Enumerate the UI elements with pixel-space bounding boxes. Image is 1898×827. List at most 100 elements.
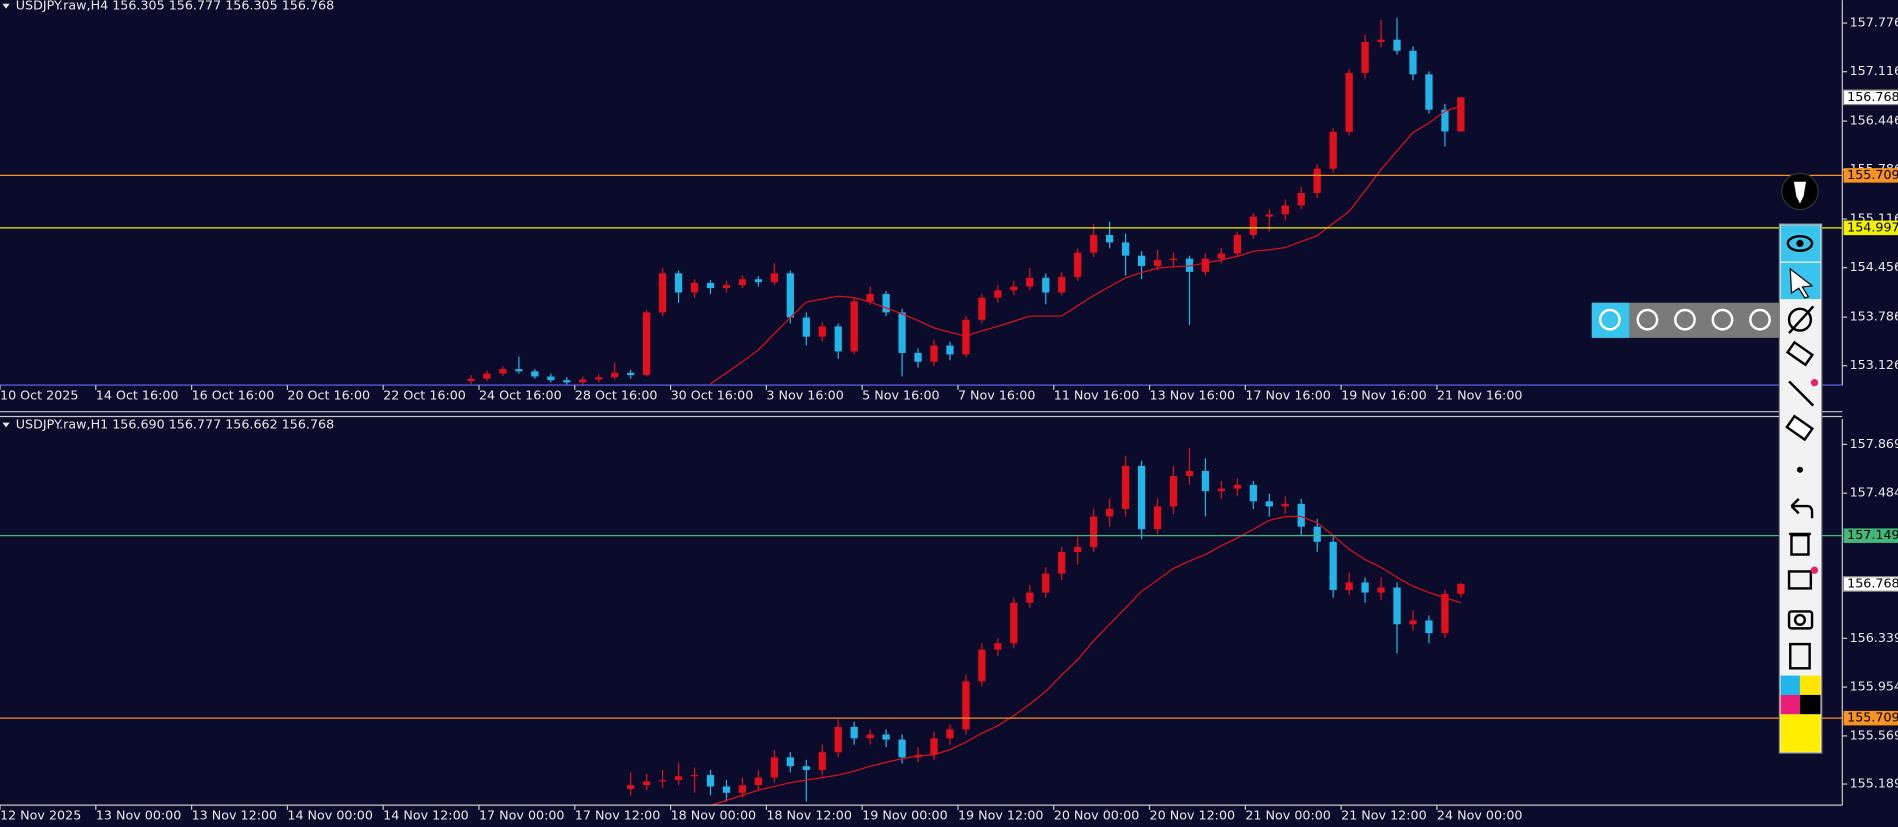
candle-body <box>499 369 507 374</box>
badge <box>1810 566 1819 574</box>
snap-3-button[interactable] <box>1711 308 1734 331</box>
candle-body <box>1265 214 1273 217</box>
color-black[interactable] <box>1799 694 1821 715</box>
candle-body <box>1106 235 1114 243</box>
candle-body <box>1377 587 1385 593</box>
candle-body <box>1393 587 1401 625</box>
level-tag <box>1843 168 1898 183</box>
candle-body <box>1409 620 1417 625</box>
candle-body <box>1074 252 1082 278</box>
level-tag-label: 154.997 <box>1847 219 1898 234</box>
candle-body <box>1169 258 1178 261</box>
candle-body <box>882 734 890 740</box>
toolbar-panel <box>1778 223 1823 754</box>
candle-body <box>1121 242 1130 256</box>
candle-body <box>994 290 1002 298</box>
x-tick-label: 11 Nov 16:00 <box>1054 387 1140 402</box>
candle-body <box>994 643 1002 650</box>
price-tag <box>1842 89 1898 106</box>
candle-body <box>946 729 954 739</box>
x-tick-label: 24 Oct 16:00 <box>479 387 562 402</box>
y-tick-label: 157.116 <box>1850 63 1898 78</box>
candle-body <box>1185 258 1194 272</box>
y-tick-label: 153.126 <box>1850 357 1898 372</box>
moving-average <box>710 515 1462 806</box>
x-tick-label: 19 Nov 00:00 <box>862 807 948 822</box>
candle-body <box>531 371 539 377</box>
cursor-icon <box>1789 267 1814 299</box>
candle-body <box>898 312 906 353</box>
candle-body <box>834 726 842 753</box>
y-tick-label: 155.954 <box>1850 679 1898 694</box>
candle-body <box>547 376 555 381</box>
candle-body <box>1201 258 1210 272</box>
snap-4-button[interactable] <box>1749 308 1771 331</box>
dot-button[interactable] <box>1796 466 1803 473</box>
badge <box>1810 379 1819 387</box>
chart-title: USDJPY.raw,H1 156.690 156.777 156.662 15… <box>16 416 334 431</box>
level-tag <box>1843 220 1898 236</box>
candle-body <box>1042 573 1050 593</box>
eraser-button[interactable] <box>1785 414 1815 442</box>
x-tick-label: 20 Nov 12:00 <box>1150 807 1236 822</box>
magnet-button[interactable] <box>1787 307 1813 332</box>
x-tick-label: 20 Oct 16:00 <box>287 387 370 402</box>
undo-button[interactable] <box>1790 497 1814 519</box>
y-tick-label: 153.786 <box>1850 309 1898 324</box>
x-tick-label: 12 Nov 2025 <box>0 807 81 822</box>
candle-body <box>658 780 667 782</box>
eye-pupil <box>1796 239 1804 248</box>
candle-body <box>674 273 683 293</box>
snap-2-button[interactable] <box>1674 308 1696 331</box>
snap-off-button[interactable] <box>1591 302 1630 338</box>
candle-body <box>754 279 763 283</box>
moving-average <box>710 105 1462 385</box>
candle-body <box>1361 582 1369 593</box>
level-tag <box>1843 710 1898 726</box>
screenshot-button[interactable] <box>1787 610 1814 630</box>
candle-body <box>1058 277 1066 293</box>
x-tick-label: 3 Nov 16:00 <box>766 387 843 402</box>
candle-body <box>1121 465 1130 509</box>
price-tag <box>1842 576 1898 592</box>
candle-body <box>946 345 954 355</box>
clipboard-button[interactable] <box>1789 642 1811 670</box>
color-magenta[interactable] <box>1780 694 1800 715</box>
candle-body <box>1217 253 1226 259</box>
candle-body <box>802 317 810 337</box>
color-yellow[interactable] <box>1799 675 1821 695</box>
candle-body <box>866 293 874 302</box>
ruler-button[interactable] <box>1785 340 1815 367</box>
candle-body <box>1457 97 1465 132</box>
candle-body <box>1425 620 1433 634</box>
x-tick-label: 16 Oct 16:00 <box>192 387 275 402</box>
current-color[interactable] <box>1780 714 1821 752</box>
x-tick-label: 19 Nov 16:00 <box>1341 387 1427 402</box>
snap-icon <box>1599 308 1621 331</box>
candle-body <box>1010 602 1018 644</box>
candle-body <box>658 273 667 313</box>
candle-body <box>1393 39 1401 51</box>
level-tag <box>1843 528 1898 543</box>
line-button[interactable] <box>1788 380 1815 407</box>
candle-body <box>1281 503 1289 507</box>
eye-icon <box>1786 234 1814 252</box>
x-tick-label: 17 Nov 12:00 <box>575 807 661 822</box>
camera-lens <box>1793 613 1807 626</box>
candle-body <box>1201 470 1210 492</box>
candle-body <box>1249 484 1257 502</box>
candle-body <box>930 345 938 362</box>
x-tick-label: 13 Nov 16:00 <box>1150 387 1236 402</box>
candle-body <box>627 785 635 789</box>
candle-body <box>1233 235 1241 254</box>
candle-body <box>1441 593 1449 634</box>
candle-body <box>818 326 826 337</box>
snap-1-button[interactable] <box>1636 308 1659 331</box>
candle-body <box>770 757 778 778</box>
template-button[interactable] <box>1787 570 1813 590</box>
x-tick-label: 10 Oct 2025 <box>0 387 78 402</box>
candle-body <box>1265 501 1273 507</box>
candle-body <box>483 373 491 379</box>
x-tick-label: 17 Nov 16:00 <box>1245 387 1331 402</box>
color-cyan[interactable] <box>1780 675 1800 695</box>
